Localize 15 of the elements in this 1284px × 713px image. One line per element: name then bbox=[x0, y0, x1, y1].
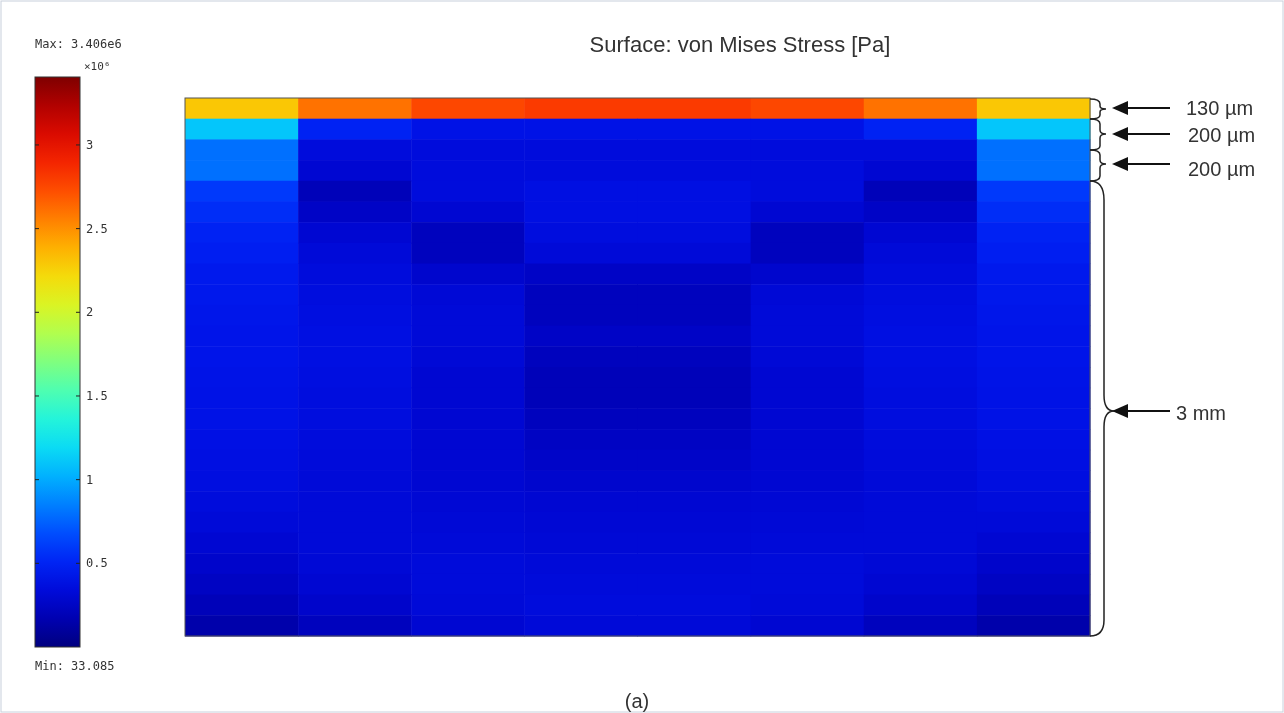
color-bar-label: 2 bbox=[86, 305, 94, 320]
text: Max: 3.406e6 bbox=[35, 37, 122, 51]
chart-title: Surface: von Mises Stress [Pa] bbox=[589, 32, 891, 57]
text: Min: 33.085 bbox=[35, 659, 115, 673]
color-bar-title: ×10⁶ bbox=[84, 60, 111, 73]
text: 200 µm bbox=[1188, 158, 1256, 180]
color-bar-label: 1.5 bbox=[86, 388, 108, 403]
text: 200 µm bbox=[1188, 124, 1256, 146]
color-bar-label: 1 bbox=[86, 472, 94, 487]
color-bar-label: 0.5 bbox=[86, 556, 108, 571]
text: (a) bbox=[624, 690, 650, 712]
text: 3 mm bbox=[1176, 402, 1226, 424]
color-bar-label: 2.5 bbox=[86, 221, 108, 236]
text: 130 µm bbox=[1186, 97, 1254, 119]
color-bar-label: 3 bbox=[86, 137, 94, 152]
